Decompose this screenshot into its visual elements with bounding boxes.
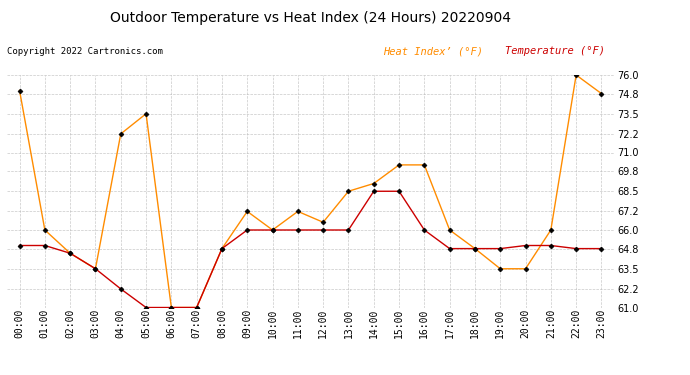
Text: Temperature (°F): Temperature (°F): [505, 46, 605, 56]
Text: Outdoor Temperature vs Heat Index (24 Hours) 20220904: Outdoor Temperature vs Heat Index (24 Ho…: [110, 11, 511, 25]
Text: Heat Index’ (°F): Heat Index’ (°F): [384, 46, 484, 56]
Text: Copyright 2022 Cartronics.com: Copyright 2022 Cartronics.com: [7, 47, 163, 56]
